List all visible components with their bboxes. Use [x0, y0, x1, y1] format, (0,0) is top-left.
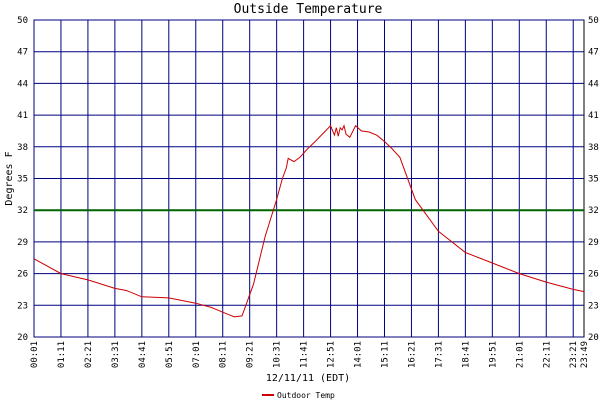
x-tick-label: 11:41	[300, 341, 310, 368]
x-tick-label: 18:41	[461, 341, 471, 368]
x-tick-label: 03:31	[111, 341, 121, 368]
legend: Outdoor Temp	[262, 391, 335, 400]
y-tick-label: 38	[17, 143, 28, 153]
grid-lines	[33, 19, 584, 338]
y-tick-label: 26	[17, 270, 28, 280]
x-tick-label: 05:51	[165, 341, 175, 368]
y-tick-label: 50	[17, 16, 28, 26]
series-line-outdoor-temp	[33, 124, 585, 318]
y-tick-label: 23	[17, 301, 28, 311]
y-tick-label: 47	[17, 48, 28, 58]
x-tick-label: 02:21	[84, 341, 94, 368]
x-tick-label: 19:51	[488, 341, 498, 368]
x-tick-label: 09:21	[246, 341, 256, 368]
y-tick-label-right: 23	[588, 301, 599, 311]
y-tick-label-right: 44	[588, 79, 599, 89]
y-tick-label-right: 50	[588, 16, 599, 26]
x-tick-label: 08:11	[219, 341, 229, 368]
y-tick-label: 44	[17, 79, 28, 89]
x-tick-label: 01:11	[57, 341, 67, 368]
y-tick-label: 35	[17, 175, 28, 185]
x-axis-label: 12/11/11 (EDT)	[266, 373, 350, 384]
x-tick-label: 12:51	[327, 341, 337, 368]
legend-label: Outdoor Temp	[277, 391, 335, 400]
y-tick-labels-right: 20 23 26 29 32 35 38 41 44 47 50	[588, 16, 599, 343]
x-tick-labels: 00:01 01:11 02:21 03:31 04:41 05:51 07:01 08:11…	[30, 341, 590, 368]
x-tick-label: 00:01	[30, 341, 40, 368]
y-tick-label-right: 47	[588, 48, 599, 58]
y-tick-label: 29	[17, 238, 28, 248]
y-tick-label-right: 20	[588, 333, 599, 343]
x-tick-label: 07:01	[192, 341, 202, 368]
x-tick-label: 14:01	[354, 341, 364, 368]
y-tick-label-right: 41	[588, 111, 599, 121]
x-tick-label: 17:31	[434, 341, 444, 368]
chart-title: Outside Temperature	[234, 2, 383, 17]
x-tick-label: 23:49	[580, 341, 590, 368]
x-tick-label: 21:01	[515, 341, 525, 368]
y-tick-label-right: 32	[588, 206, 599, 216]
y-tick-label: 20	[17, 333, 28, 343]
y-axis-label: Degrees F	[4, 151, 15, 205]
y-tick-label: 32	[17, 206, 28, 216]
x-tick-label: 16:21	[407, 341, 417, 368]
y-tick-label-right: 29	[588, 238, 599, 248]
y-tick-label-right: 26	[588, 270, 599, 280]
x-tick-label: 04:41	[138, 341, 148, 368]
x-tick-label: 15:11	[380, 341, 390, 368]
y-tick-labels-left: 20 23 26 29 32 35 38 41 44 47 50	[17, 16, 28, 343]
x-tick-label: 22:11	[542, 341, 552, 368]
x-tick-label: 23:21	[569, 341, 579, 368]
y-tick-label: 41	[17, 111, 28, 121]
x-tick-label: 10:31	[273, 341, 283, 368]
y-tick-label-right: 35	[588, 175, 599, 185]
y-tick-label-right: 38	[588, 143, 599, 153]
